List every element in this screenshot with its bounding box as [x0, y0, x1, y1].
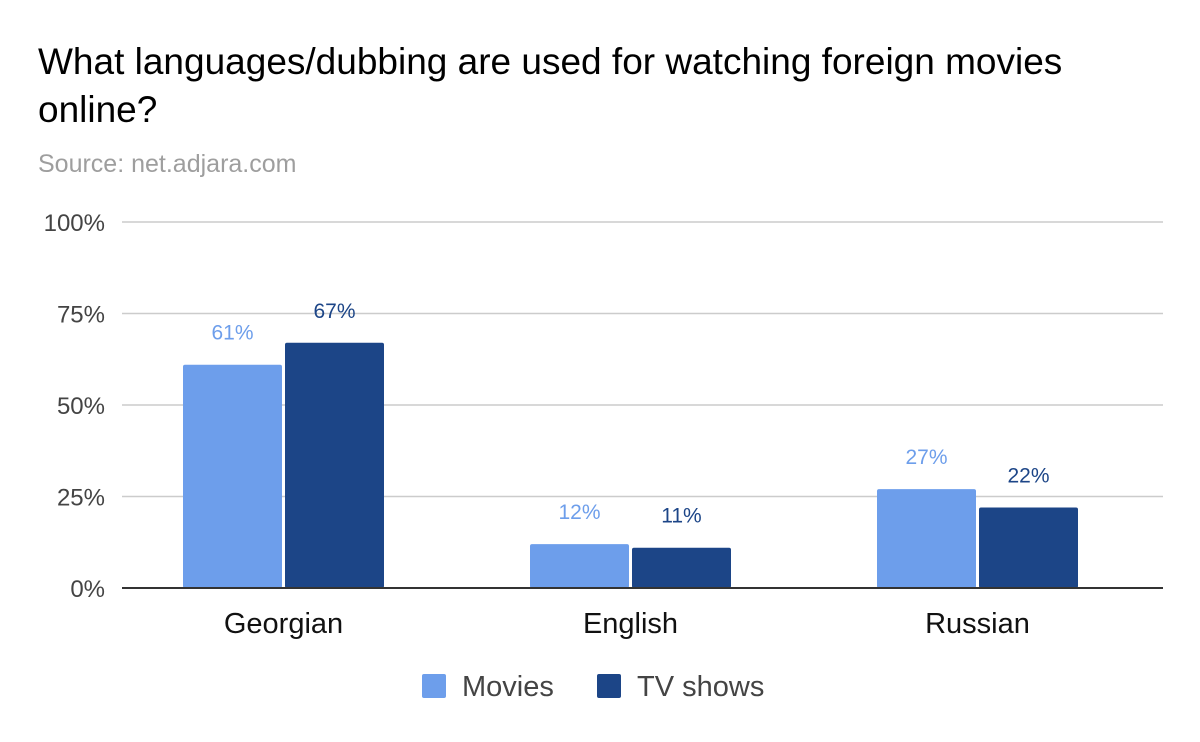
bar-tv-shows-georgian — [285, 342, 384, 588]
bars — [183, 342, 1078, 588]
x-category-label: Georgian — [224, 608, 343, 640]
y-axis-ticks: 0% 25% 50% 75% 100% — [44, 210, 105, 603]
data-label: 22% — [1007, 464, 1049, 487]
bar-movies-english — [530, 544, 629, 588]
y-tick-label: 75% — [57, 302, 105, 329]
x-axis: Georgian English Russian — [122, 587, 1163, 640]
data-label: 61% — [211, 322, 253, 345]
data-label: 12% — [558, 501, 600, 524]
chart-subtitle: Source: net.adjara.com — [38, 150, 297, 178]
legend-swatch-tv-shows — [597, 674, 621, 698]
data-label: 27% — [905, 446, 947, 469]
y-tick-label: 25% — [57, 485, 105, 512]
chart-title: What languages/dubbing are used for watc… — [38, 41, 1063, 130]
x-category-label: Russian — [925, 608, 1030, 640]
data-labels: 61% 67% 12% 11% 27% 22% — [211, 300, 1049, 528]
legend: Movies TV shows — [422, 671, 764, 703]
bar-tv-shows-russian — [979, 507, 1078, 588]
bar-movies-georgian — [183, 364, 282, 588]
legend-label-tv-shows: TV shows — [637, 671, 764, 703]
data-label: 67% — [313, 300, 355, 323]
bar-movies-russian — [877, 489, 976, 588]
legend-label-movies: Movies — [462, 671, 554, 703]
legend-swatch-movies — [422, 674, 446, 698]
y-tick-label: 100% — [44, 210, 105, 237]
x-category-label: English — [583, 608, 678, 640]
y-tick-label: 0% — [70, 576, 105, 603]
bar-tv-shows-english — [632, 547, 731, 588]
y-tick-label: 50% — [57, 393, 105, 420]
data-label: 11% — [661, 505, 701, 528]
